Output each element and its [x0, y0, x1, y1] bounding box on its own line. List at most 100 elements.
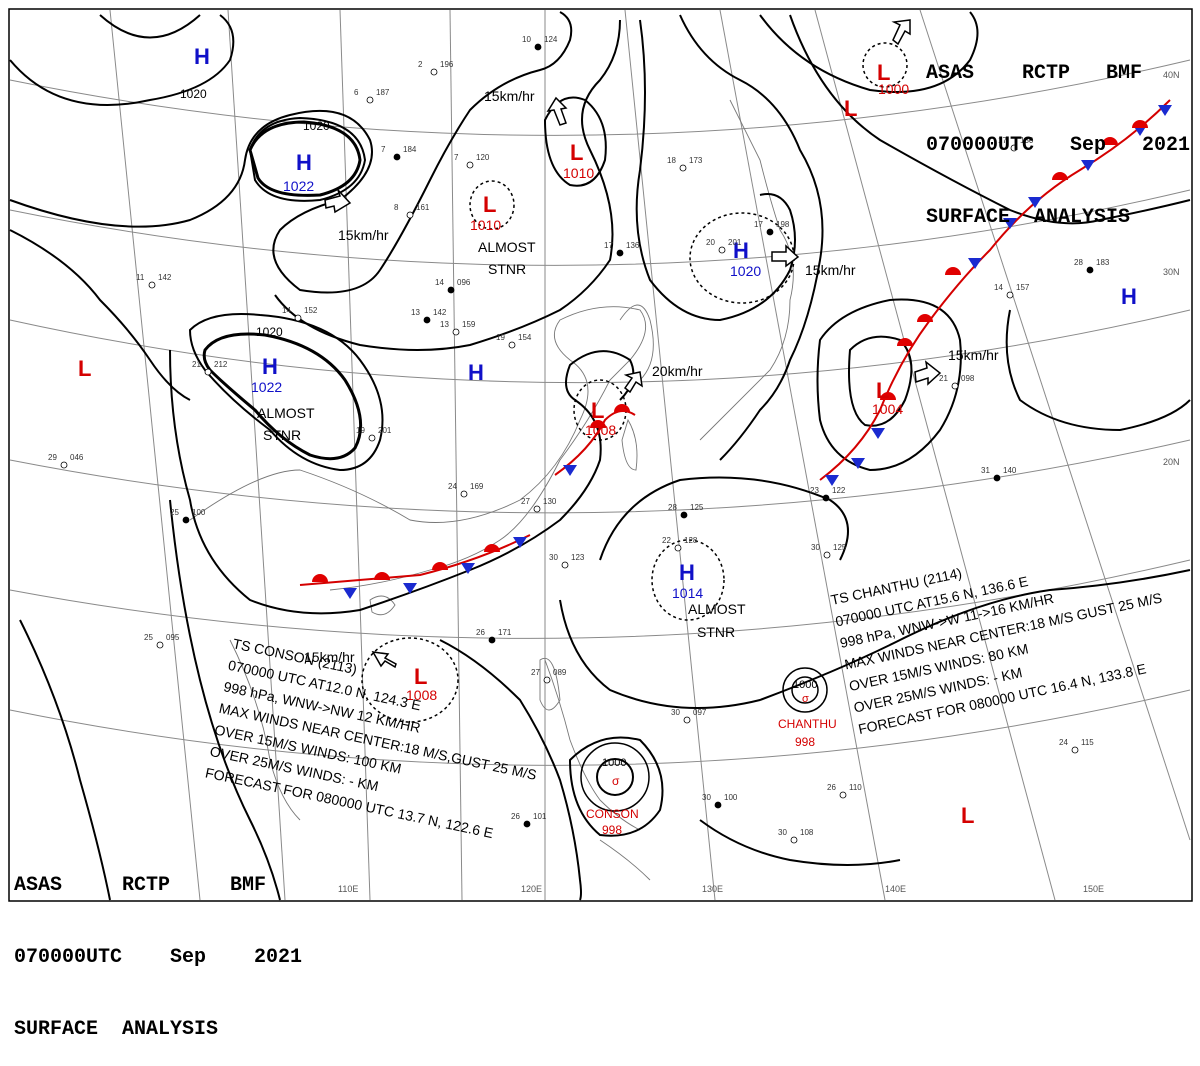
warm-front-symbol [1132, 120, 1148, 128]
isobar [543, 96, 607, 187]
front-symbols [312, 105, 1172, 599]
low-pressure-value: 1010 [470, 217, 501, 233]
station-pressure: 201 [728, 238, 742, 247]
station-pressure: 154 [518, 333, 532, 342]
station-temperature: 21 [939, 374, 948, 383]
header-title-block: ASAS RCTP BMF 070000UTC Sep 2021 SURFACE… [926, 14, 1190, 254]
isobar [1005, 309, 1191, 432]
isobar [169, 499, 281, 901]
warm-front-symbol [614, 404, 630, 412]
cold-front-symbol [851, 458, 865, 469]
low-center-1008-south: L [414, 664, 427, 689]
isobar [19, 619, 111, 901]
station-pressure: 196 [440, 60, 454, 69]
station-circle [148, 281, 156, 289]
cold-front-symbol [343, 588, 357, 599]
warm-front-symbol [374, 572, 390, 580]
coast-korea [619, 304, 654, 381]
movement-labels: 15km/hr 15km/hr 15km/hr 20km/hr 15km/hr … [304, 88, 999, 665]
low-center-1010-a: L [570, 140, 583, 165]
station-circle [508, 341, 516, 349]
station-pressure: 122 [832, 486, 846, 495]
station-pressure: 136 [626, 241, 640, 250]
stationary-notes: ALMOST STNR ALMOST STNR ALMOST STNR [257, 239, 746, 640]
lat-label-40n: 40N [1163, 70, 1180, 80]
lon-line [814, 9, 1056, 901]
cold-front-symbol [563, 465, 577, 476]
lon-label-130e: 130E [702, 884, 723, 894]
station-circle [839, 791, 847, 799]
typhoon-circle-inner [791, 676, 819, 704]
typhoon-circle [580, 742, 650, 812]
isobar [759, 11, 979, 93]
isobar [559, 569, 1191, 709]
station-circle [714, 801, 722, 809]
station-circle [543, 676, 551, 684]
isobar [9, 11, 573, 294]
station-temperature: 24 [1059, 738, 1068, 747]
isobar-bold [248, 120, 362, 197]
almost-stnr-label: ALMOST [257, 405, 315, 421]
dashed-isobar [862, 42, 908, 88]
grid-labels: 40N 30N 20N 110E 120E 130E 140E 150E [338, 70, 1180, 894]
footer-title-block: ASAS RCTP BMF 070000UTC Sep 2021 SURFACE… [14, 826, 302, 1066]
low-center-1000: L [877, 60, 890, 85]
warm-front-symbol [880, 392, 896, 400]
pressure-centers: H 1020 H 1022 H 1022 H H 1020 H 1014 H L… [78, 44, 1137, 828]
station-temperature: 25 [144, 633, 153, 642]
typhoon-symbol: σ [612, 774, 620, 788]
station-circle [1071, 746, 1079, 754]
station-temperature: 21 [192, 360, 201, 369]
typhoon-pressure: 998 [602, 823, 622, 837]
lat-line [9, 439, 1191, 514]
station-pressure: 171 [498, 628, 512, 637]
lon-line [719, 9, 886, 901]
station-temperature: 2 [418, 60, 423, 69]
station-circle [488, 636, 496, 644]
dashed-isobar [361, 637, 459, 723]
low-center-1008-taiwan: L [591, 398, 604, 423]
lon-line [919, 9, 1191, 841]
station-temperature: 30 [671, 708, 680, 717]
lon-label-110e: 110E [338, 884, 358, 894]
lat-line [9, 309, 1191, 384]
header-title-line: 070000UTC Sep 2021 [926, 134, 1191, 157]
lon-line [227, 9, 286, 901]
arrow-icon [371, 651, 397, 669]
station-circle [452, 328, 460, 336]
station-circle [766, 228, 774, 236]
station-pressure: 169 [470, 482, 484, 491]
station-pressure: 140 [1003, 466, 1017, 475]
station-pressure: 198 [776, 220, 790, 229]
arrow-icon [771, 244, 800, 268]
station-temperature: 10 [522, 35, 531, 44]
station-circle [951, 382, 959, 390]
warm-front-symbol [1052, 172, 1068, 180]
cold-front-symbol [968, 258, 982, 269]
station-temperature: 28 [1074, 258, 1083, 267]
station-pressure: 125 [833, 543, 847, 552]
station-pressure: 183 [1096, 258, 1110, 267]
lat-label-30n: 30N [1163, 267, 1180, 277]
station-pressure: 128 [684, 536, 698, 545]
low-pressure-value: 1004 [872, 401, 903, 417]
station-circle [156, 641, 164, 649]
station-pressure: 089 [553, 668, 567, 677]
warm-front-symbol [590, 420, 606, 428]
isobar-bold [202, 332, 363, 461]
station-circle [406, 211, 414, 219]
arrow-icon [623, 371, 643, 394]
coast-hainan [369, 595, 396, 616]
weather-map: 40N 30N 20N 110E 120E 130E 140E 150E [8, 8, 1193, 1041]
station-pressure: 100 [724, 793, 738, 802]
station-temperature: 27 [531, 668, 540, 677]
coast-taiwan [621, 418, 638, 471]
station-pressure: 096 [457, 278, 471, 287]
typhoon-conson: 1000 σ CONSON 998 [580, 742, 650, 837]
high-center-far-east: H [1121, 284, 1137, 309]
coast-china [189, 306, 647, 591]
cold-front-symbol [1028, 197, 1042, 208]
station-temperature: 24 [448, 482, 457, 491]
cold-front-symbol [1003, 218, 1017, 229]
map-canvas: 40N 30N 20N 110E 120E 130E 140E 150E [8, 8, 1193, 902]
